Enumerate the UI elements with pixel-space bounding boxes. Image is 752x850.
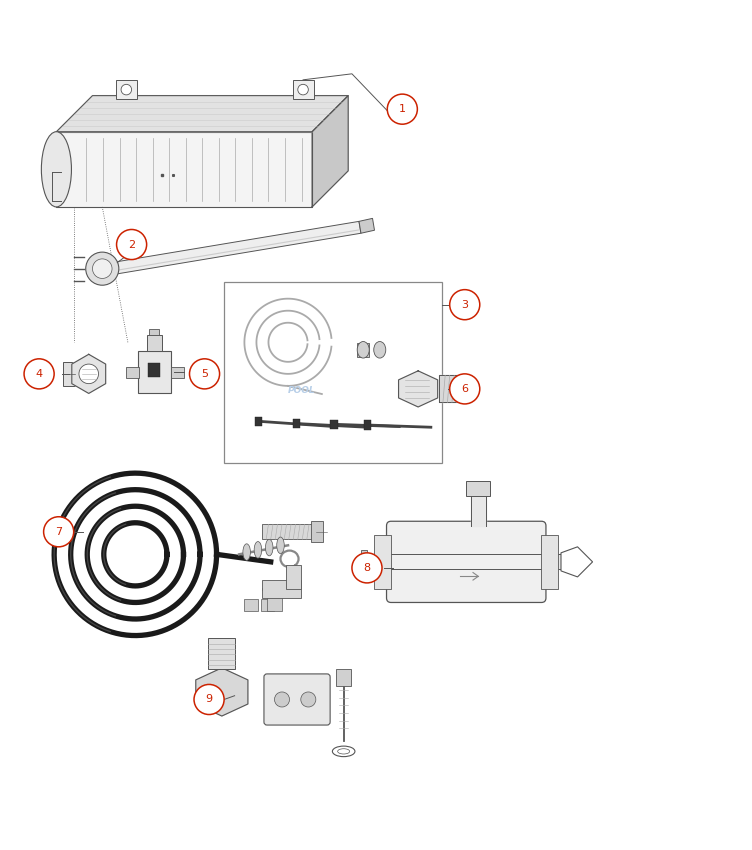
Circle shape [86, 252, 119, 286]
Circle shape [194, 684, 224, 715]
Polygon shape [111, 221, 361, 275]
Polygon shape [52, 173, 61, 201]
Bar [56, 132, 312, 207]
Ellipse shape [332, 746, 355, 756]
Bar [244, 599, 258, 611]
Polygon shape [71, 354, 106, 394]
Circle shape [298, 84, 308, 95]
Bar [541, 535, 558, 589]
Circle shape [44, 517, 74, 547]
Circle shape [24, 359, 54, 389]
Bar [147, 335, 162, 351]
Text: 2: 2 [128, 240, 135, 250]
Bar [293, 80, 314, 99]
Bar [63, 362, 75, 386]
Text: 6: 6 [461, 384, 468, 394]
Bar [361, 550, 367, 574]
Bar [364, 421, 371, 429]
Text: 7: 7 [55, 527, 62, 537]
Ellipse shape [243, 544, 250, 560]
Bar [336, 670, 351, 686]
FancyBboxPatch shape [264, 674, 330, 725]
Bar [208, 638, 235, 670]
Bar [224, 282, 442, 462]
Ellipse shape [41, 132, 71, 207]
Bar [262, 524, 316, 539]
Ellipse shape [357, 342, 369, 358]
Circle shape [92, 259, 112, 279]
Polygon shape [439, 376, 471, 402]
Bar [466, 480, 490, 496]
Bar [148, 363, 160, 377]
Text: 3: 3 [461, 300, 468, 309]
Ellipse shape [280, 551, 299, 567]
Bar [262, 580, 301, 598]
Bar [126, 367, 139, 377]
Bar [286, 565, 301, 589]
Circle shape [117, 230, 147, 259]
Polygon shape [471, 490, 486, 526]
Polygon shape [561, 547, 593, 577]
Circle shape [190, 359, 220, 389]
Text: POOL: POOL [288, 386, 316, 395]
Circle shape [387, 94, 417, 124]
Bar [267, 587, 282, 611]
Circle shape [301, 692, 316, 707]
Polygon shape [56, 95, 348, 132]
Circle shape [274, 692, 290, 707]
Bar [149, 329, 159, 335]
Polygon shape [312, 95, 348, 207]
Bar [255, 416, 262, 426]
Polygon shape [365, 554, 568, 570]
Text: 4: 4 [35, 369, 43, 379]
Bar [116, 80, 137, 99]
Polygon shape [196, 668, 248, 716]
Bar [293, 419, 300, 428]
Circle shape [79, 364, 99, 383]
Ellipse shape [277, 537, 284, 553]
Bar [330, 420, 338, 428]
Bar [311, 521, 323, 542]
Text: 5: 5 [201, 369, 208, 379]
Polygon shape [359, 218, 374, 233]
Text: 9: 9 [205, 694, 213, 705]
Circle shape [450, 290, 480, 320]
Circle shape [121, 84, 132, 95]
Ellipse shape [374, 342, 386, 358]
Circle shape [352, 552, 382, 583]
Ellipse shape [254, 541, 262, 558]
Circle shape [450, 374, 480, 404]
Ellipse shape [265, 539, 273, 556]
Text: 1: 1 [399, 105, 406, 114]
Bar [261, 599, 274, 611]
Bar [171, 367, 184, 377]
Bar [138, 351, 171, 394]
Polygon shape [399, 371, 438, 407]
FancyBboxPatch shape [387, 521, 546, 603]
Text: 8: 8 [363, 563, 371, 573]
Ellipse shape [338, 749, 350, 754]
Bar [357, 343, 369, 356]
Bar [374, 535, 391, 589]
